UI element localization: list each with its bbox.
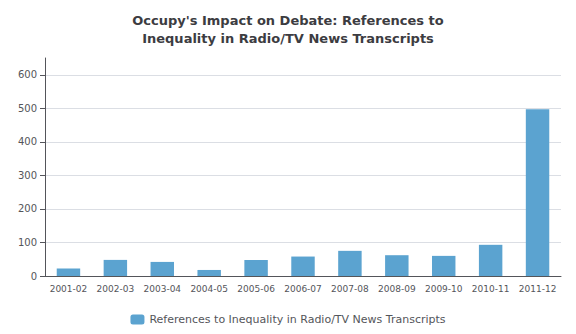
svg-text:2001-02: 2001-02: [50, 284, 88, 294]
svg-text:2011-12: 2011-12: [519, 284, 557, 294]
svg-text:2009-10: 2009-10: [425, 284, 463, 294]
svg-text:Occupy's Impact on Debate: Ref: Occupy's Impact on Debate: References to: [132, 13, 444, 28]
svg-text:2006-07: 2006-07: [284, 284, 322, 294]
svg-text:2003-04: 2003-04: [143, 284, 181, 294]
svg-text:200: 200: [18, 203, 37, 214]
svg-text:100: 100: [18, 237, 37, 248]
svg-text:References to Inequality in Ra: References to Inequality in Radio/TV New…: [149, 313, 445, 326]
svg-text:2004-05: 2004-05: [190, 284, 228, 294]
svg-text:2008-09: 2008-09: [378, 284, 416, 294]
svg-text:300: 300: [18, 170, 37, 181]
svg-text:2005-06: 2005-06: [237, 284, 275, 294]
svg-text:Inequality in Radio/TV News Tr: Inequality in Radio/TV News Transcripts: [142, 31, 434, 46]
svg-text:600: 600: [18, 69, 37, 80]
svg-text:2002-03: 2002-03: [97, 284, 135, 294]
svg-text:2007-08: 2007-08: [331, 284, 369, 294]
svg-text:0: 0: [31, 271, 37, 282]
svg-text:500: 500: [18, 103, 37, 114]
svg-text:400: 400: [18, 136, 37, 147]
svg-text:2010-11: 2010-11: [472, 284, 510, 294]
